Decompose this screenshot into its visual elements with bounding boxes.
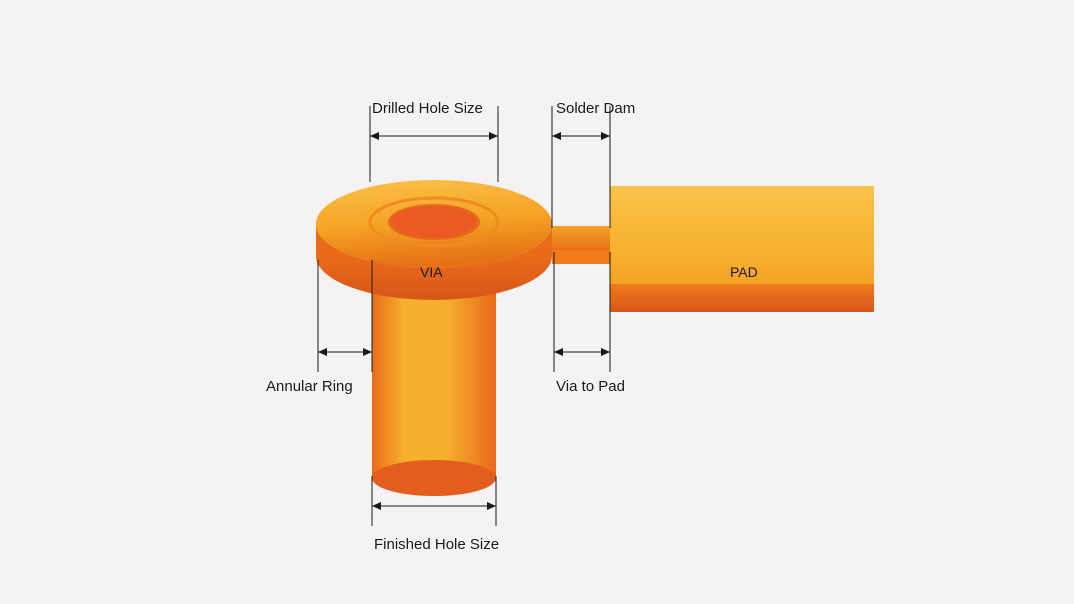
label-finished-hole: Finished Hole Size	[374, 536, 499, 553]
label-pad: PAD	[730, 264, 758, 280]
via-barrel-bottom	[372, 460, 496, 496]
pcb-via-pad-diagram	[0, 0, 1074, 604]
pad-front	[610, 284, 874, 312]
label-solder-dam: Solder Dam	[556, 100, 635, 117]
label-annular-ring: Annular Ring	[266, 378, 353, 395]
via-hole	[392, 206, 476, 238]
trace-front	[552, 250, 610, 264]
trace-top	[552, 226, 610, 250]
diagram-stage: Drilled Hole Size Solder Dam Annular Rin…	[0, 0, 1074, 604]
label-drilled-hole-size: Drilled Hole Size	[372, 100, 483, 117]
label-via-to-pad: Via to Pad	[556, 378, 625, 395]
label-via: VIA	[420, 264, 443, 280]
